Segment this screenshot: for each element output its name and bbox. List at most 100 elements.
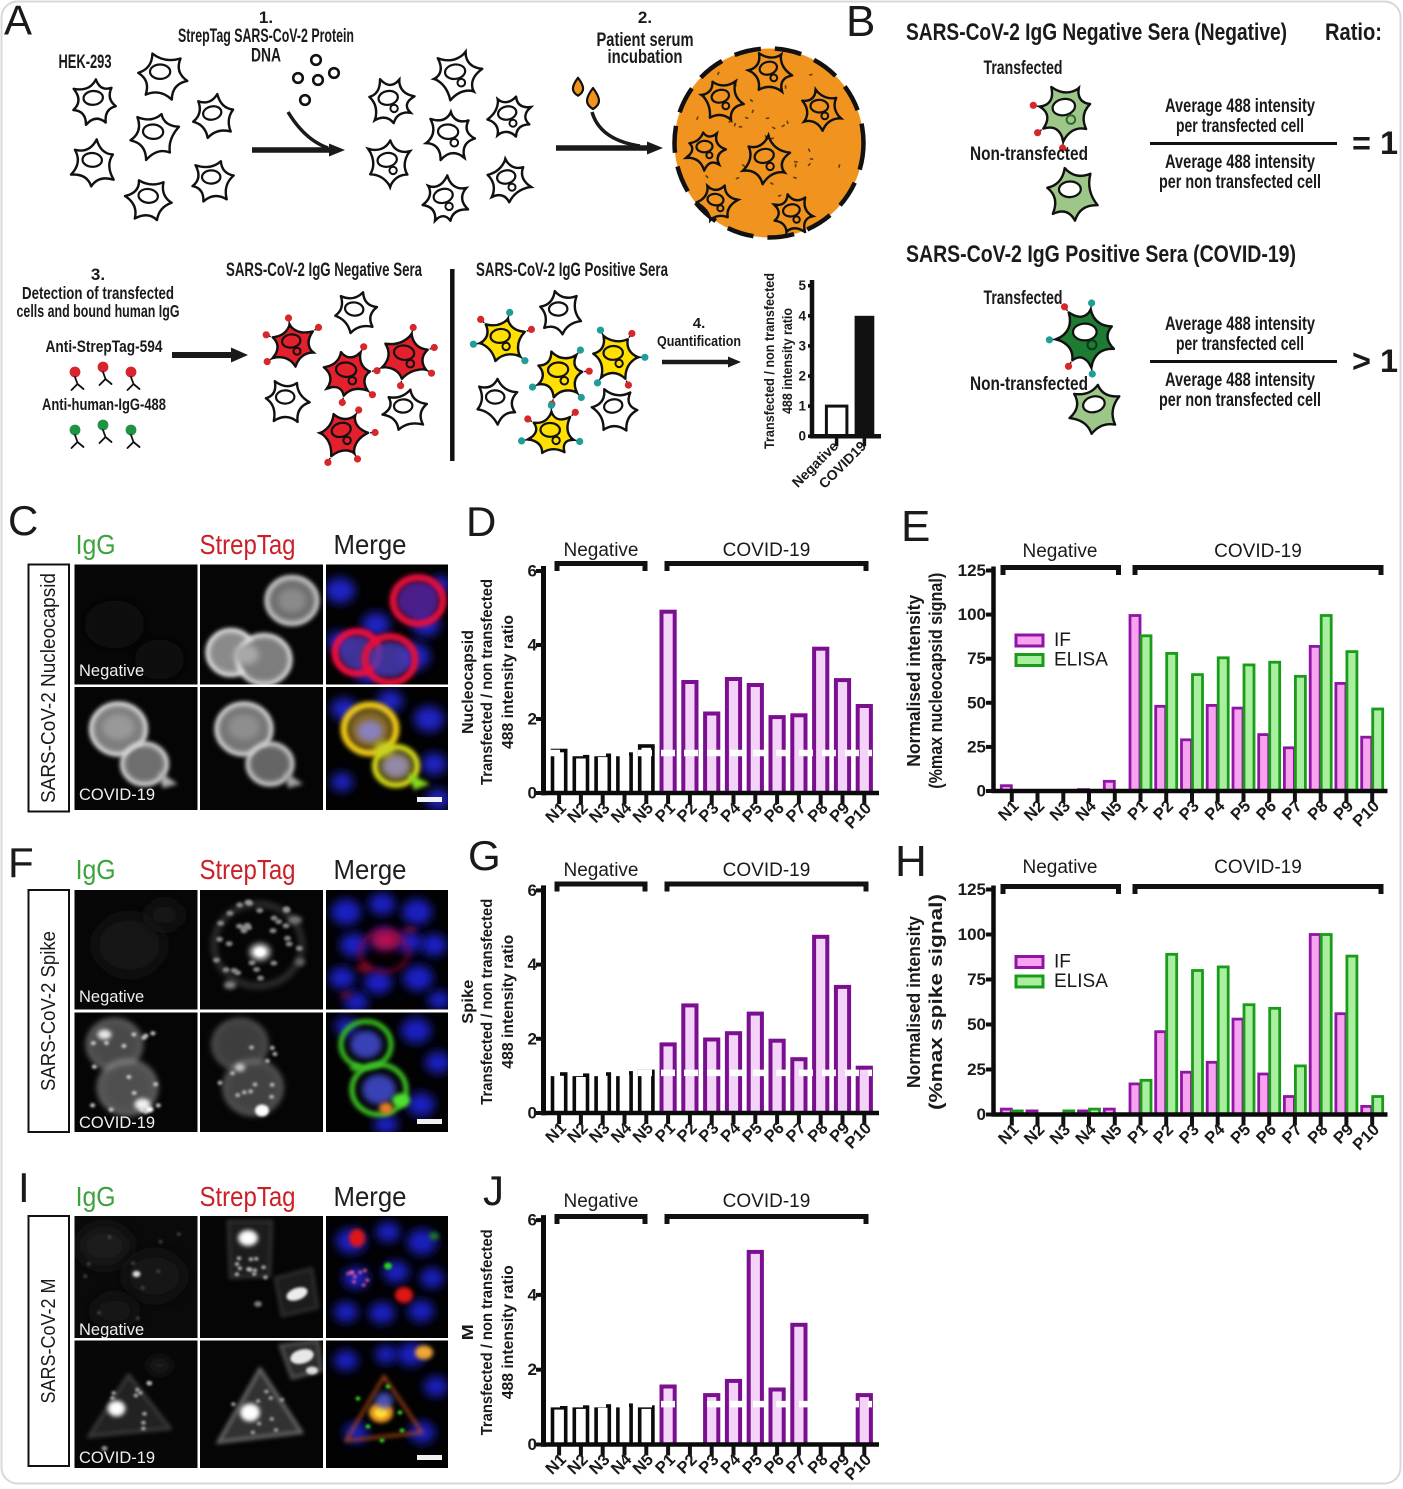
svg-text:488 intensity ratio: 488 intensity ratio bbox=[500, 1265, 517, 1399]
svg-text:StrepTag: StrepTag bbox=[200, 529, 296, 560]
svg-text:6: 6 bbox=[528, 881, 537, 900]
svg-text:SARS-CoV-2 IgG Positive Sera: SARS-CoV-2 IgG Positive Sera bbox=[476, 259, 668, 281]
svg-text:> 1: > 1 bbox=[1352, 343, 1398, 379]
svg-text:Negative: Negative bbox=[79, 662, 144, 680]
svg-text:0: 0 bbox=[798, 429, 806, 444]
svg-text:Quantification: Quantification bbox=[657, 333, 741, 350]
svg-text:Transfected / non transfected: Transfected / non transfected bbox=[479, 899, 496, 1105]
svg-text:COVID-19: COVID-19 bbox=[723, 860, 811, 881]
svg-text:488 intensity ratio: 488 intensity ratio bbox=[500, 934, 517, 1068]
svg-text:5: 5 bbox=[798, 278, 806, 293]
svg-text:Transfected: Transfected bbox=[984, 57, 1063, 79]
svg-text:6: 6 bbox=[528, 1211, 537, 1230]
svg-text:SARS-CoV-2 IgG Positive Sera (: SARS-CoV-2 IgG Positive Sera (COVID-19) bbox=[906, 241, 1296, 268]
svg-text:COVID-19: COVID-19 bbox=[1214, 541, 1302, 562]
svg-text:488 intensity ratio: 488 intensity ratio bbox=[500, 615, 517, 749]
svg-text:G: G bbox=[468, 832, 501, 879]
svg-text:4: 4 bbox=[528, 1285, 538, 1304]
svg-text:ELISA: ELISA bbox=[1054, 971, 1108, 992]
svg-text:0: 0 bbox=[977, 1105, 986, 1124]
svg-text:2: 2 bbox=[528, 1360, 537, 1379]
svg-text:Average 488 intensity: Average 488 intensity bbox=[1165, 313, 1315, 335]
svg-text:per non transfected cell: per non transfected cell bbox=[1159, 389, 1321, 411]
svg-text:50: 50 bbox=[967, 693, 986, 712]
svg-text:0: 0 bbox=[977, 782, 986, 801]
svg-text:StrepTag: StrepTag bbox=[200, 854, 296, 885]
svg-text:(%max spike signal): (%max spike signal) bbox=[926, 894, 946, 1110]
svg-text:125: 125 bbox=[958, 880, 986, 899]
svg-text:COVID-19: COVID-19 bbox=[79, 1449, 155, 1467]
svg-text:SARS-CoV-2 IgG Negative Sera (: SARS-CoV-2 IgG Negative Sera (Negative) bbox=[906, 19, 1287, 46]
svg-text:Merge: Merge bbox=[334, 529, 407, 560]
svg-text:COVID-19: COVID-19 bbox=[1214, 857, 1302, 878]
svg-text:Average 488 intensity: Average 488 intensity bbox=[1165, 151, 1315, 173]
svg-text:1.: 1. bbox=[259, 8, 273, 27]
svg-text:SARS-CoV-2 M: SARS-CoV-2 M bbox=[38, 1279, 60, 1404]
svg-text:per non transfected cell: per non transfected cell bbox=[1159, 171, 1321, 193]
svg-text:Merge: Merge bbox=[334, 1181, 407, 1212]
svg-text:COVID-19: COVID-19 bbox=[723, 540, 811, 561]
svg-text:Transfected / non transfected: Transfected / non transfected bbox=[479, 579, 496, 785]
svg-text:Normalised intensity: Normalised intensity bbox=[904, 595, 924, 767]
svg-text:Transfected: Transfected bbox=[984, 287, 1063, 309]
svg-text:IgG: IgG bbox=[76, 854, 116, 885]
svg-text:A: A bbox=[4, 0, 32, 44]
svg-text:75: 75 bbox=[967, 649, 986, 668]
svg-text:Negative: Negative bbox=[564, 540, 639, 561]
svg-text:Normalised intensity: Normalised intensity bbox=[904, 916, 924, 1088]
svg-text:Anti-StrepTag-594: Anti-StrepTag-594 bbox=[46, 337, 163, 356]
svg-text:Nucleocapsid: Nucleocapsid bbox=[460, 630, 477, 734]
svg-text:0: 0 bbox=[528, 1435, 537, 1454]
svg-text:6: 6 bbox=[528, 562, 537, 581]
svg-text:B: B bbox=[846, 0, 875, 46]
svg-text:Spike: Spike bbox=[460, 980, 477, 1024]
svg-text:IgG: IgG bbox=[76, 1181, 116, 1212]
svg-text:C: C bbox=[8, 497, 38, 544]
svg-text:Merge: Merge bbox=[334, 854, 407, 885]
svg-text:cells and bound human IgG: cells and bound human IgG bbox=[17, 301, 180, 321]
svg-text:Transfected / non transfected: Transfected / non transfected bbox=[479, 1229, 496, 1435]
svg-text:Average 488 intensity: Average 488 intensity bbox=[1165, 95, 1315, 117]
svg-text:D: D bbox=[466, 498, 496, 545]
svg-text:3.: 3. bbox=[91, 265, 105, 284]
svg-text:StrepTag SARS-CoV-2 Protein: StrepTag SARS-CoV-2 Protein bbox=[178, 26, 354, 47]
svg-text:Negative: Negative bbox=[79, 988, 144, 1006]
svg-text:ELISA: ELISA bbox=[1054, 650, 1108, 671]
svg-text:25: 25 bbox=[967, 737, 986, 756]
svg-text:per transfected cell: per transfected cell bbox=[1176, 333, 1304, 355]
svg-text:25: 25 bbox=[967, 1060, 986, 1079]
svg-text:Negative: Negative bbox=[79, 1321, 144, 1339]
svg-text:2: 2 bbox=[528, 1029, 537, 1048]
svg-text:COVID-19: COVID-19 bbox=[723, 1191, 811, 1212]
svg-text:75: 75 bbox=[967, 970, 986, 989]
svg-text:F: F bbox=[8, 839, 34, 886]
svg-text:Anti-human-IgG-488: Anti-human-IgG-488 bbox=[42, 395, 166, 414]
svg-text:incubation: incubation bbox=[608, 47, 683, 68]
svg-text:SARS-CoV-2 Nucleocapsid: SARS-CoV-2 Nucleocapsid bbox=[38, 573, 60, 803]
svg-text:IF: IF bbox=[1054, 630, 1071, 651]
svg-text:0: 0 bbox=[528, 1104, 537, 1123]
svg-text:COVID-19: COVID-19 bbox=[79, 786, 155, 804]
svg-text:488 intensity ratio: 488 intensity ratio bbox=[780, 308, 795, 414]
svg-text:DNA: DNA bbox=[251, 46, 281, 67]
svg-text:I: I bbox=[18, 1164, 30, 1211]
svg-text:Ratio:: Ratio: bbox=[1325, 19, 1382, 46]
svg-text:Negative: Negative bbox=[1023, 857, 1098, 878]
svg-text:(%max nucleocapsid signal): (%max nucleocapsid signal) bbox=[926, 573, 946, 789]
svg-text:Detection of transfected: Detection of transfected bbox=[22, 283, 174, 303]
svg-text:4: 4 bbox=[798, 308, 806, 323]
svg-text:100: 100 bbox=[958, 925, 986, 944]
svg-text:2.: 2. bbox=[638, 8, 652, 27]
svg-text:50: 50 bbox=[967, 1015, 986, 1034]
svg-text:COVID-19: COVID-19 bbox=[79, 1114, 155, 1132]
svg-text:StrepTag: StrepTag bbox=[200, 1181, 296, 1212]
svg-text:Transfected / non transfected: Transfected / non transfected bbox=[762, 273, 777, 449]
svg-text:Negative: Negative bbox=[564, 1191, 639, 1212]
svg-text:Negative: Negative bbox=[564, 860, 639, 881]
svg-text:4.: 4. bbox=[693, 315, 706, 332]
svg-text:1: 1 bbox=[798, 399, 806, 414]
svg-text:IgG: IgG bbox=[76, 529, 116, 560]
svg-text:0: 0 bbox=[528, 784, 537, 803]
svg-text:Average 488 intensity: Average 488 intensity bbox=[1165, 369, 1315, 391]
svg-text:per transfected cell: per transfected cell bbox=[1176, 115, 1304, 137]
